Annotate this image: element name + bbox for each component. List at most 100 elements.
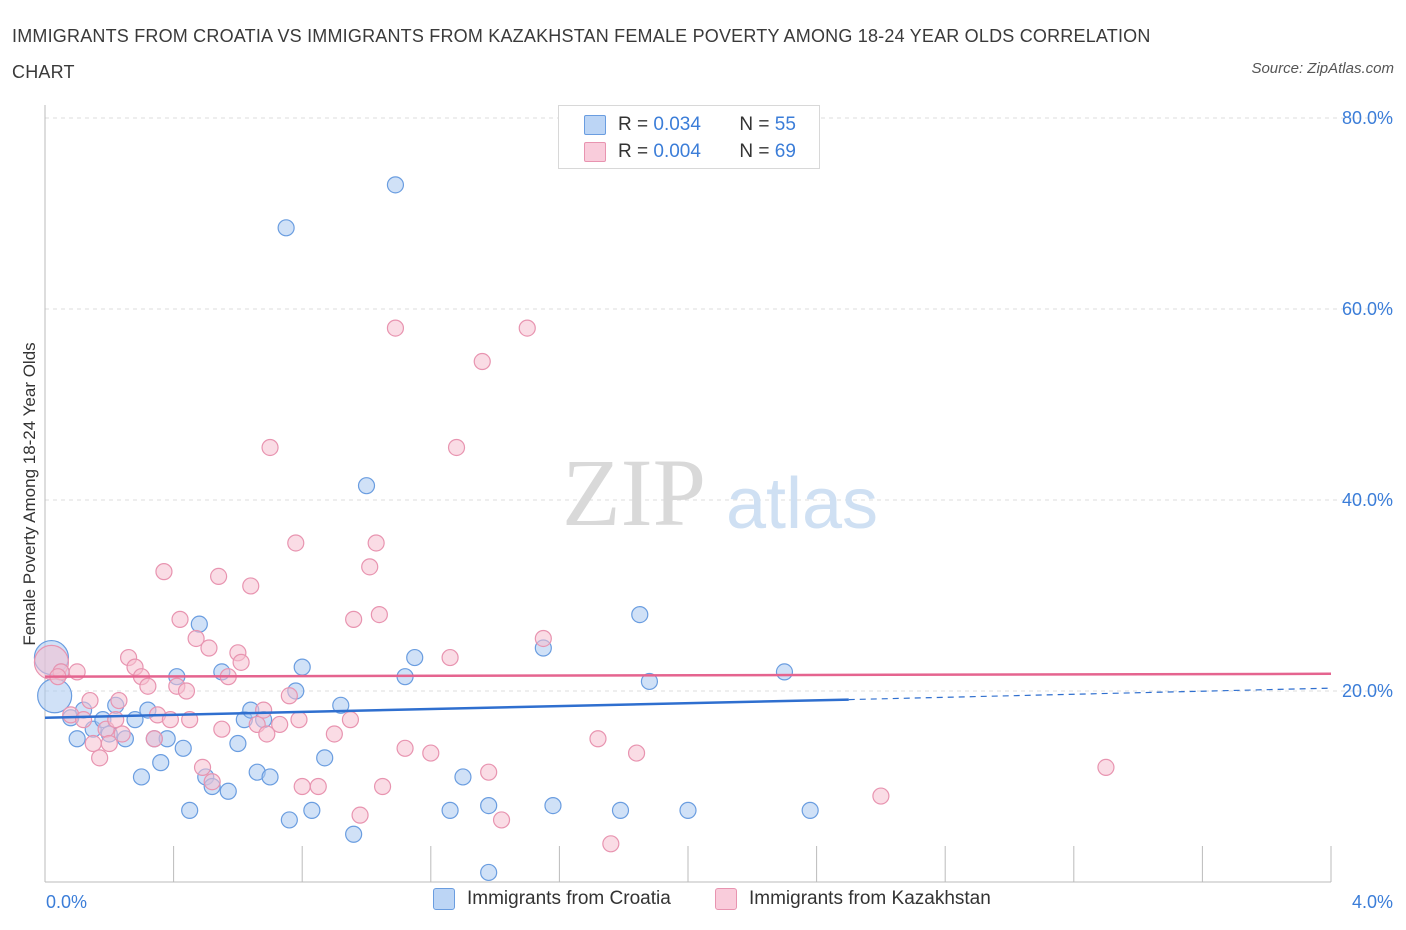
n-label: N = (739, 114, 770, 135)
legend-item-croatia: Immigrants from Croatia (433, 888, 671, 910)
axis-labels: Female Poverty Among 18-24 Year Olds 20.… (20, 108, 1393, 912)
data-points (33, 176, 1115, 882)
croatia-point (293, 658, 311, 676)
croatia-point (219, 782, 237, 800)
kazakhstan-point (386, 319, 405, 337)
kazakhstan-point (232, 653, 250, 671)
stats-legend: R = 0.034 N = 55 R = 0.004 N = 69 (558, 105, 820, 169)
axes (44, 105, 1332, 883)
kazakhstan-point (396, 739, 414, 757)
legend-row-kazakhstan: R = 0.004 N = 69 (584, 139, 796, 165)
kazakhstan-point (84, 734, 102, 753)
kazakhstan-point (74, 711, 93, 729)
kazakhstan-point (345, 610, 363, 628)
r-label: R = (618, 141, 649, 162)
kazakhstan-point (203, 773, 221, 791)
croatia-point (277, 219, 295, 237)
legend-label-kazakhstan: Immigrants from Kazakhstan (749, 888, 991, 909)
kazakhstan-point (447, 438, 466, 457)
kazakhstan-point (373, 777, 392, 796)
n-value-croatia: 55 (774, 114, 796, 135)
watermark: ZIP atlas (562, 439, 878, 546)
kazakhstan-point (361, 558, 379, 576)
kazakhstan-point (110, 691, 128, 710)
kazakhstan-point (171, 610, 189, 628)
croatia-point (152, 754, 170, 772)
kazakhstan-point (242, 577, 260, 595)
kazakhstan-point (1097, 758, 1115, 777)
kazakhstan-point (293, 777, 311, 796)
legend-swatch-kazakhstan (715, 888, 737, 910)
kazakhstan-point (271, 715, 289, 734)
r-value-croatia: 0.034 (653, 114, 701, 135)
croatia-point (640, 672, 659, 691)
croatia-point (132, 768, 151, 786)
croatia-point (801, 801, 819, 819)
r-value-kazakhstan: 0.004 (653, 141, 701, 162)
legend-row-croatia: R = 0.034 N = 55 (584, 112, 796, 138)
kazakhstan-point (534, 629, 552, 648)
kazakhstan-point (213, 720, 231, 738)
croatia-point (386, 176, 405, 194)
kazakhstan-point (280, 687, 298, 705)
n-label: N = (739, 141, 770, 162)
croatia-point (775, 663, 794, 681)
croatia-point (316, 749, 334, 767)
kazakhstan-point (91, 749, 109, 767)
legend-swatch-croatia (433, 888, 455, 910)
kazakhstan-point (309, 777, 327, 796)
watermark-atlas: atlas (726, 464, 878, 544)
kazakhstan-point (441, 648, 459, 667)
croatia-point (174, 739, 192, 757)
legend-swatch-croatia (584, 115, 606, 135)
n-value-kazakhstan: 69 (774, 141, 796, 162)
kazakhstan-point (287, 534, 305, 552)
croatia-point (544, 796, 562, 815)
croatia-point (406, 648, 424, 667)
croatia-point (303, 801, 321, 819)
kazakhstan-point (473, 352, 491, 371)
croatia-point (181, 801, 199, 819)
croatia-point (345, 825, 363, 843)
croatia-point (357, 477, 376, 495)
kazakhstan-point (193, 758, 212, 777)
kazakhstan-point (155, 563, 173, 581)
trend-lines (44, 672, 1332, 719)
kazakhstan-point (145, 730, 163, 748)
kazakhstan-trend-line (44, 672, 1332, 678)
croatia-point (68, 730, 86, 748)
legend-item-kazakhstan: Immigrants from Kazakhstan (715, 888, 991, 910)
gridlines (45, 117, 1392, 692)
legend-swatch-kazakhstan (584, 142, 606, 162)
kazakhstan-point (370, 605, 388, 624)
croatia-trend-extension (848, 687, 1332, 701)
croatia-point (332, 696, 350, 714)
y-tick-label: 80.0% (1342, 108, 1393, 128)
watermark-zip: ZIP (562, 439, 706, 546)
croatia-trend-line (44, 698, 849, 719)
kazakhstan-point (290, 711, 308, 729)
kazakhstan-point (81, 691, 99, 710)
x-tick-label: 0.0% (46, 892, 87, 912)
kazakhstan-point (422, 744, 440, 762)
x-tick-label: 4.0% (1352, 892, 1393, 912)
croatia-point (631, 605, 649, 624)
kazakhstan-point (139, 677, 157, 695)
croatia-point (280, 811, 298, 829)
kazakhstan-point (200, 639, 218, 657)
croatia-point (611, 801, 630, 819)
y-tick-label: 60.0% (1342, 299, 1393, 319)
kazakhstan-point (627, 744, 646, 762)
kazakhstan-point (492, 811, 511, 829)
croatia-point (229, 734, 247, 753)
series-legend: Immigrants from Croatia Immigrants from … (0, 888, 1406, 916)
kazakhstan-point (258, 725, 276, 743)
kazakhstan-point (187, 629, 205, 648)
kazakhstan-point (589, 730, 607, 748)
kazakhstan-point (341, 711, 360, 729)
y-axis-title: Female Poverty Among 18-24 Year Olds (20, 342, 39, 645)
r-label: R = (618, 114, 649, 135)
croatia-point (190, 615, 208, 633)
kazakhstan-point (107, 711, 125, 729)
kazakhstan-point (872, 787, 890, 805)
